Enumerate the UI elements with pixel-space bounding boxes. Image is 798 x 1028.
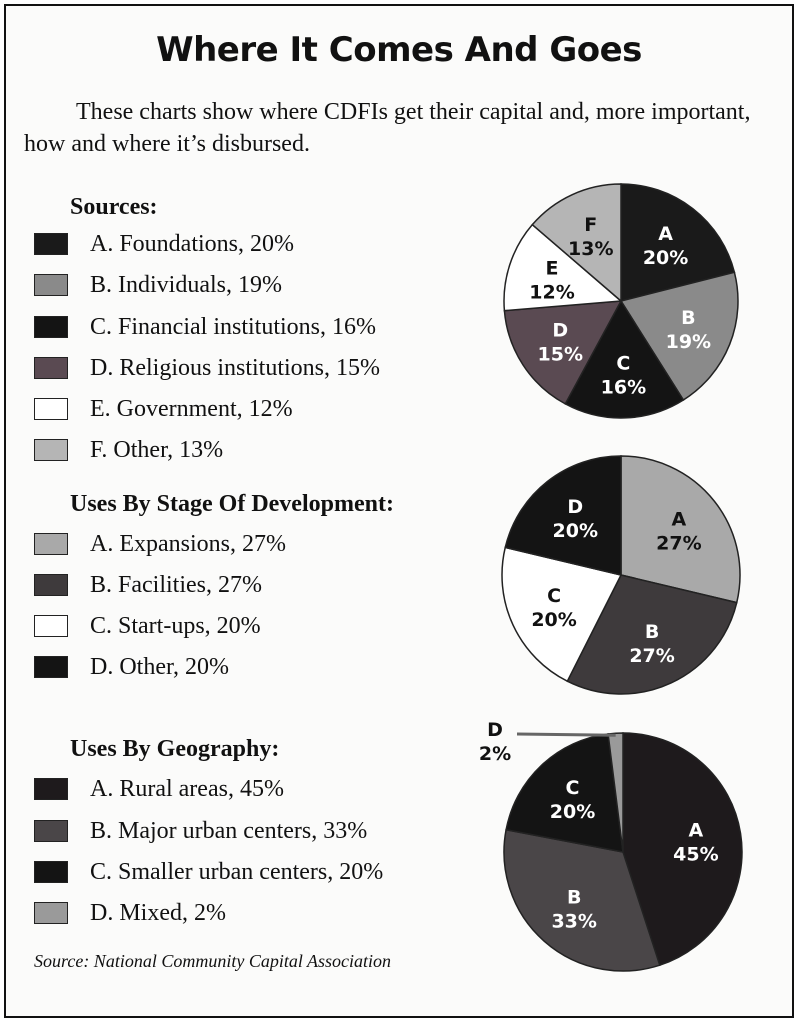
legend-item-b: B. Individuals, 19%: [34, 270, 282, 300]
sources-pie-chart: A20% B19% C16% D15% E12% F13%: [503, 183, 739, 419]
slice-value-label: 12%: [529, 282, 574, 304]
legend-label: A. Expansions, 27%: [90, 530, 286, 557]
legend-label: D. Religious institutions, 15%: [90, 354, 381, 381]
legend-label: C. Start-ups, 20%: [90, 612, 261, 639]
slice-letter-label: B: [567, 886, 581, 908]
legend-label: B. Individuals, 19%: [90, 271, 282, 298]
sources-heading: Sources:: [70, 194, 158, 220]
slice-letter-label: A: [689, 819, 704, 841]
stage-heading: Uses By Stage Of Development:: [70, 491, 394, 517]
legend-item-d: D. Mixed, 2%: [34, 898, 226, 928]
legend-swatch: [34, 574, 68, 596]
legend-swatch: [34, 316, 68, 338]
pie-slice-c: [501, 546, 623, 683]
legend-item-d: D. Other, 20%: [34, 652, 229, 682]
slice-value-label: 13%: [568, 238, 613, 260]
slice-letter-label: C: [616, 353, 630, 375]
pie-slice-b: [566, 574, 738, 695]
legend-swatch: [34, 533, 68, 555]
slice-letter-label: B: [681, 307, 695, 329]
slice-value-label: 33%: [551, 910, 596, 932]
slice-value-label: 27%: [629, 645, 674, 667]
pie-slice-a: [622, 732, 743, 967]
legend-item-c: C. Financial institutions, 16%: [34, 312, 376, 342]
legend-swatch: [34, 861, 68, 883]
legend-item-b: B. Major urban centers, 33%: [34, 816, 367, 846]
source-note: Source: National Community Capital Assoc…: [34, 951, 391, 971]
legend-item-c: C. Smaller urban centers, 20%: [34, 857, 383, 887]
pie-slice-f: [531, 183, 622, 303]
legend-item-c: C. Start-ups, 20%: [34, 611, 261, 641]
geography-pie-chart: A45% B33% C20% D2%: [479, 719, 743, 972]
slice-value-label: 20%: [531, 609, 576, 631]
legend-item-a: A. Rural areas, 45%: [34, 774, 284, 804]
slice-value-label: 20%: [643, 247, 688, 269]
slice-letter-label: E: [546, 258, 559, 280]
legend-label: C. Smaller urban centers, 20%: [90, 858, 384, 885]
slice-letter-label: C: [566, 777, 580, 799]
pie-slice-d: [503, 300, 623, 405]
legend-label: D. Other, 20%: [90, 653, 230, 680]
stage-pie-chart: A27%B27%C20%D20%: [501, 455, 741, 695]
leader-line: [516, 732, 616, 737]
legend-swatch: [34, 902, 68, 924]
slice-value-label: 27%: [656, 532, 701, 554]
slice-letter-label: B: [645, 621, 659, 643]
legend-item-e: E. Government, 12%: [34, 394, 293, 424]
slice-value-label: 45%: [673, 843, 718, 865]
pie-slice-a: [620, 183, 736, 302]
legend-label: A. Foundations, 20%: [90, 230, 294, 257]
legend-item-f: F. Other, 13%: [34, 435, 223, 465]
legend-label: C. Financial institutions, 16%: [90, 313, 376, 340]
slice-value-label: 20%: [553, 520, 598, 542]
pie-slice-b: [503, 828, 661, 972]
legend-label: B. Facilities, 27%: [90, 571, 262, 598]
geography-heading: Uses By Geography:: [70, 736, 280, 762]
pie-slice-b: [619, 271, 739, 402]
legend-swatch: [34, 233, 68, 255]
page-title: Where It Comes And Goes: [156, 30, 642, 70]
legend-swatch: [34, 820, 68, 842]
slice-letter-label: A: [658, 223, 673, 245]
pie-slice-d: [504, 455, 622, 576]
legend-label: A. Rural areas, 45%: [90, 775, 284, 802]
slice-value-label: 19%: [666, 331, 711, 353]
legend-item-a: A. Expansions, 27%: [34, 529, 286, 559]
legend-item-a: A. Foundations, 20%: [34, 229, 294, 259]
legend-label: E. Government, 12%: [90, 395, 293, 422]
legend-swatch: [34, 615, 68, 637]
legend-swatch: [34, 357, 68, 379]
legend-label: D. Mixed, 2%: [90, 899, 226, 926]
legend-swatch: [34, 274, 68, 296]
pie-slice-c: [564, 299, 685, 419]
slice-letter-label: A: [672, 508, 687, 530]
legend-swatch: [34, 439, 68, 461]
slice-value-label: 16%: [601, 377, 646, 399]
slice-letter-label: C: [547, 585, 561, 607]
legend-label: F. Other, 13%: [90, 436, 224, 463]
legend-swatch: [34, 778, 68, 800]
pie-slice-a: [620, 455, 741, 604]
slice-letter-label: D: [487, 719, 503, 741]
slice-letter-label: D: [567, 496, 583, 518]
legend-item-d: D. Religious institutions, 15%: [34, 353, 380, 383]
slice-value-label: 2%: [479, 743, 511, 765]
legend-swatch: [34, 656, 68, 678]
legend-label: B. Major urban centers, 33%: [90, 817, 368, 844]
legend-swatch: [34, 398, 68, 420]
legend-item-b: B. Facilities, 27%: [34, 570, 262, 600]
slice-value-label: 20%: [550, 801, 595, 823]
slice-letter-label: F: [584, 214, 597, 236]
infographic-panel: Where It Comes And Goes These charts sho…: [4, 4, 794, 1018]
slice-letter-label: D: [552, 320, 568, 342]
slice-value-label: 15%: [538, 344, 583, 366]
intro-paragraph: These charts show where CDFIs get their …: [24, 99, 751, 157]
pie-slice-e: [503, 223, 623, 312]
